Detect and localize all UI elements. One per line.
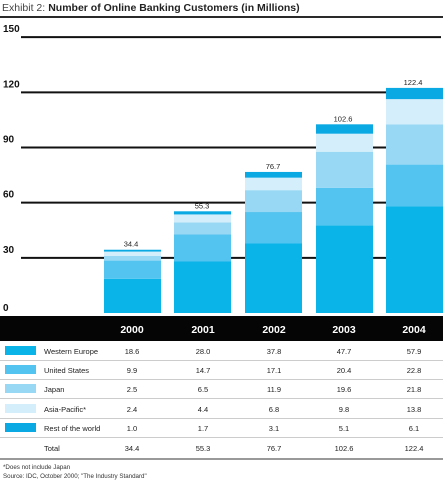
bar-2004-japan [386, 124, 443, 165]
bar-2002-western-europe [245, 243, 302, 313]
bar-2003-rest-of-the-world [316, 124, 373, 134]
bar-2004-united-states [386, 164, 443, 207]
bar-2001-japan [174, 222, 231, 235]
table-value-asia-pacific-2001: 4.4 [198, 405, 208, 414]
bar-2004-rest-of-the-world [386, 87, 443, 100]
table-value-western-europe-2002: 37.8 [267, 347, 282, 356]
y-tick-label-90: 90 [3, 134, 15, 145]
total-label-2002: 76.7 [266, 162, 281, 171]
x-tick-label-2000: 2000 [120, 324, 144, 336]
total-label-2000: 34.4 [124, 240, 139, 249]
bar-2000-asia-pacific- [104, 251, 161, 256]
bar-2002-rest-of-the-world [245, 171, 302, 178]
legend-swatch-rest-of-the-world [5, 423, 36, 432]
table-value-japan-2001: 6.5 [198, 385, 208, 394]
legend-swatch-asia-pacific [5, 404, 36, 413]
y-tick-label-150: 150 [3, 24, 20, 35]
bar-2000-japan [104, 255, 161, 261]
bar-2004-western-europe [386, 206, 443, 313]
table-value-japan-2004: 21.8 [407, 385, 422, 394]
table-value-rest-of-the-world-2003: 5.1 [339, 424, 349, 433]
table-value-total-2000: 34.4 [125, 444, 140, 453]
table-value-rest-of-the-world-2002: 3.1 [269, 424, 279, 433]
table-value-western-europe-2001: 28.0 [196, 347, 211, 356]
bar-2003-western-europe [316, 225, 373, 313]
legend-label-western-europe: Western Europe [44, 347, 98, 356]
table-value-asia-pacific-2000: 2.4 [127, 405, 137, 414]
total-label-2004: 122.4 [404, 78, 423, 87]
table-value-rest-of-the-world-2004: 6.1 [409, 424, 419, 433]
legend-label-united-states: United States [44, 366, 89, 375]
bar-2004-asia-pacific- [386, 99, 443, 125]
bar-2002-japan [245, 190, 302, 213]
table-value-japan-2000: 2.5 [127, 385, 137, 394]
bar-2000-western-europe [104, 278, 161, 313]
table-value-western-europe-2003: 47.7 [337, 347, 352, 356]
table-value-western-europe-2004: 57.9 [407, 347, 422, 356]
y-tick-label-120: 120 [3, 79, 20, 90]
y-tick-label-30: 30 [3, 245, 15, 256]
table-value-asia-pacific-2002: 6.8 [269, 405, 279, 414]
bar-2002-asia-pacific- [245, 177, 302, 191]
total-label-2001: 55.3 [195, 201, 210, 210]
bar-2001-western-europe [174, 261, 231, 313]
y-tick-label-0: 0 [3, 303, 9, 314]
x-tick-label-2003: 2003 [332, 324, 356, 336]
year-header-band [0, 316, 443, 341]
bar-2003-japan [316, 151, 373, 188]
table-value-total-2002: 76.7 [267, 444, 282, 453]
title-rule [0, 16, 443, 18]
table-value-total-2001: 55.3 [196, 444, 211, 453]
legend-swatch-western-europe [5, 346, 36, 355]
table-value-total-2004: 122.4 [405, 444, 424, 453]
legend-label-japan: Japan [44, 385, 64, 394]
table-value-total-2003: 102.6 [335, 444, 354, 453]
exhibit-label: Exhibit 2: [2, 2, 46, 14]
table-value-united-states-2003: 20.4 [337, 366, 352, 375]
bar-2001-rest-of-the-world [174, 211, 231, 215]
table-value-japan-2002: 11.9 [267, 385, 281, 394]
x-tick-label-2001: 2001 [191, 324, 215, 336]
footnotes: *Does not include Japan Source: IDC, Oct… [3, 463, 147, 481]
source-text: Source: IDC, October 2000; "The Industry… [3, 473, 147, 480]
legend-swatch-japan [5, 384, 36, 393]
table-value-japan-2003: 19.6 [337, 385, 352, 394]
bar-2002-united-states [245, 212, 302, 244]
bar-2003-asia-pacific- [316, 133, 373, 152]
x-tick-label-2002: 2002 [262, 324, 286, 336]
table-value-asia-pacific-2003: 9.8 [339, 405, 349, 414]
total-label-2003: 102.6 [334, 114, 353, 123]
total-row-label: Total [44, 444, 60, 453]
table-value-united-states-2000: 9.9 [127, 366, 137, 375]
y-tick-label-60: 60 [3, 190, 15, 201]
bar-2000-rest-of-the-world [104, 249, 161, 252]
bar-2000-united-states [104, 260, 161, 279]
table-value-united-states-2002: 17.1 [267, 366, 282, 375]
footnote-text: *Does not include Japan [3, 464, 71, 471]
table-value-united-states-2004: 22.8 [407, 366, 422, 375]
legend-label-asia-pacific: Asia-Pacific* [44, 405, 86, 414]
table-value-western-europe-2000: 18.6 [125, 347, 140, 356]
table-value-rest-of-the-world-2001: 1.7 [198, 424, 208, 433]
chart-title: Exhibit 2: Number of Online Banking Custo… [2, 1, 300, 17]
x-tick-label-2004: 2004 [402, 324, 426, 336]
bar-2003-united-states [316, 187, 373, 226]
bar-2001-united-states [174, 234, 231, 262]
legend-label-rest-of-the-world: Rest of the world [44, 424, 100, 433]
table-value-rest-of-the-world-2000: 1.0 [127, 424, 137, 433]
table-value-united-states-2001: 14.7 [196, 366, 211, 375]
bar-2001-asia-pacific- [174, 214, 231, 223]
legend-swatch-united-states [5, 365, 36, 374]
chart-title-text: Number of Online Banking Customers (in M… [48, 2, 300, 14]
table-value-asia-pacific-2004: 13.8 [407, 405, 422, 414]
